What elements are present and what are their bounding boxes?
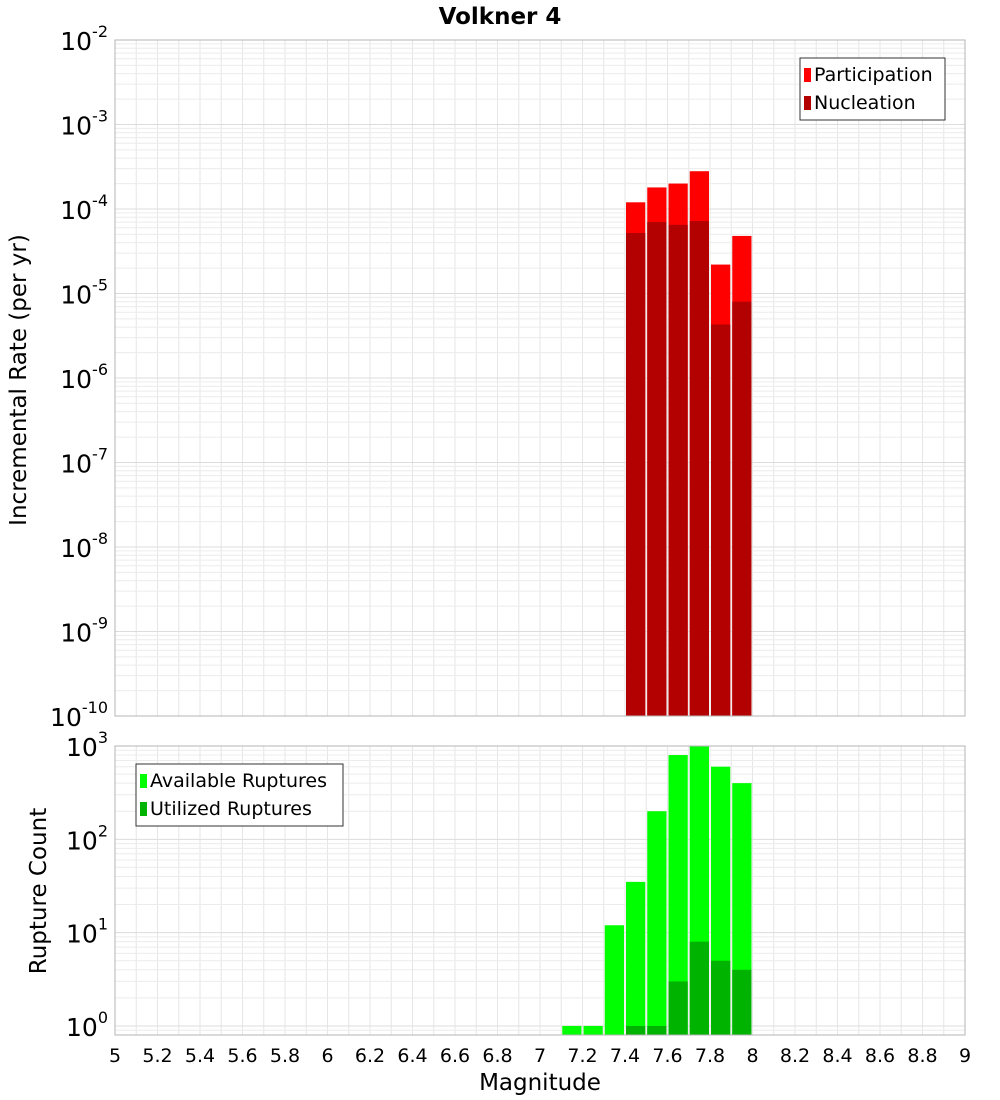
x-tick-label: 6 <box>321 1045 333 1067</box>
bar <box>689 941 709 1035</box>
y-tick-label: 10-4 <box>60 191 108 225</box>
legend-swatch <box>804 68 811 82</box>
bar <box>626 881 646 1035</box>
x-tick-label: 8.2 <box>780 1045 810 1067</box>
incremental-rate-plot: 10-10 10-9 10-8 10-7 10-6 10-5 10-4 10-3 10-2 Par… <box>50 22 966 732</box>
legend-entry: Utilized Ruptures <box>150 798 312 820</box>
x-tick-label: 5.6 <box>227 1045 257 1067</box>
legend: Participation Nucleation <box>799 57 946 121</box>
x-tick-label: 8 <box>746 1045 758 1067</box>
legend-entry: Participation <box>814 64 933 86</box>
legend-swatch <box>804 96 811 110</box>
y-tick-label: 101 <box>66 915 108 949</box>
x-tick-label: 6.2 <box>355 1045 385 1067</box>
bar <box>711 324 731 716</box>
x-tick-label: 7.2 <box>567 1045 597 1067</box>
x-tick-label: 8.8 <box>907 1045 937 1067</box>
y-tick-label: 10-6 <box>60 360 108 394</box>
x-tick-label: 5 <box>109 1045 121 1067</box>
y-tick-label: 10-2 <box>60 22 108 56</box>
legend-swatch <box>140 802 147 816</box>
x-tick-label: 9 <box>959 1045 971 1067</box>
x-tick-label: 7.8 <box>695 1045 725 1067</box>
x-axis-label: Magnitude <box>479 1070 601 1096</box>
y-tick-label: 10-9 <box>60 614 108 648</box>
series-nucleation <box>626 221 752 716</box>
bar <box>647 222 667 716</box>
y-tick-label: 10-3 <box>60 107 108 141</box>
x-tick-label: 8.6 <box>865 1045 895 1067</box>
bar <box>689 221 709 716</box>
y-tick-labels: 100 101 102 103 <box>66 728 108 1042</box>
plot-border <box>114 745 966 1036</box>
legend-swatch <box>140 774 147 788</box>
plot-border <box>114 39 966 717</box>
x-tick-label: 6.8 <box>482 1045 512 1067</box>
x-tick-label: 7 <box>534 1045 546 1067</box>
bar <box>668 981 688 1035</box>
bar <box>732 301 752 716</box>
y-tick-label: 103 <box>66 728 108 762</box>
chart-title: Volkner 4 <box>439 4 562 30</box>
legend-box <box>135 763 344 827</box>
x-tick-label: 6.6 <box>440 1045 470 1067</box>
x-tick-label: 5.2 <box>142 1045 172 1067</box>
y-tick-label: 10-7 <box>60 445 108 479</box>
x-tick-labels: 5 5.2 5.4 5.6 5.8 6 6.2 6.4 6.6 6.8 7 7.2 7.4 7.6 7.8 8… <box>109 1045 971 1067</box>
bar <box>562 1025 582 1035</box>
y-tick-label: 10-5 <box>60 276 108 310</box>
top-y-axis-label: Incremental Rate (per yr) <box>6 234 32 526</box>
y-tick-label: 10-10 <box>50 698 108 732</box>
legend: Available Ruptures Utilized Ruptures <box>135 763 344 827</box>
y-tick-labels: 10-10 10-9 10-8 10-7 10-6 10-5 10-4 10-3 10-2 <box>50 22 108 732</box>
x-tick-label: 8.4 <box>822 1045 852 1067</box>
legend-box <box>799 57 946 121</box>
bar <box>604 925 624 1035</box>
y-tick-label: 102 <box>66 821 108 855</box>
bar <box>647 1025 667 1035</box>
bar <box>711 960 731 1035</box>
bar <box>668 755 688 1035</box>
bar <box>668 224 688 716</box>
bar <box>626 232 646 716</box>
x-tick-label: 6.4 <box>397 1045 427 1067</box>
x-tick-label: 5.8 <box>270 1045 300 1067</box>
grid <box>114 40 966 717</box>
bar <box>583 1025 603 1035</box>
bar <box>732 969 752 1035</box>
series-utilized-ruptures <box>626 941 752 1035</box>
legend-entry: Nucleation <box>814 92 916 114</box>
y-tick-label: 100 <box>66 1008 108 1042</box>
bar <box>626 1025 646 1035</box>
x-tick-label: 7.4 <box>610 1045 640 1067</box>
x-tick-label: 7.6 <box>652 1045 682 1067</box>
bar <box>647 811 667 1035</box>
bottom-y-axis-label: Rupture Count <box>26 808 52 974</box>
legend-entry: Available Ruptures <box>150 770 327 792</box>
y-tick-label: 10-8 <box>60 529 108 563</box>
x-tick-label: 5.4 <box>185 1045 215 1067</box>
